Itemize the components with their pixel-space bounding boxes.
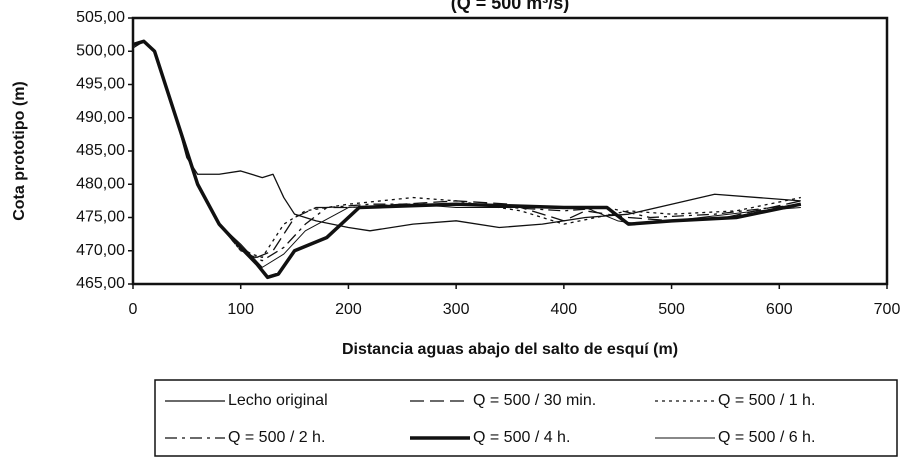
- plot-frame: [131, 16, 889, 286]
- chart-title: (Q = 500 m³/s): [451, 0, 570, 13]
- x-tick-label: 400: [551, 301, 578, 318]
- y-tick-label: 500,00: [76, 42, 125, 59]
- y-tick-label: 495,00: [76, 76, 125, 93]
- legend-box: [154, 379, 898, 457]
- y-tick-label: 490,00: [76, 109, 125, 126]
- series-line: [132, 40, 801, 259]
- legend-label: Q = 500 / 4 h.: [473, 429, 570, 446]
- series-line: [132, 40, 801, 262]
- y-axis-label: Cota prototipo (m): [11, 81, 28, 221]
- x-tick-label: 100: [227, 301, 254, 318]
- series-line: [132, 40, 801, 232]
- x-tick-label: 600: [766, 301, 793, 318]
- y-tick-label: 475,00: [76, 209, 125, 226]
- y-tick-label: 480,00: [76, 175, 125, 192]
- legend-label: Q = 500 / 1 h.: [718, 392, 815, 409]
- legend-label: Q = 500 / 2 h.: [228, 429, 325, 446]
- series-line: [132, 40, 801, 259]
- x-tick-label: 300: [443, 301, 470, 318]
- x-tick-label: 700: [874, 301, 901, 318]
- x-tick-label: 200: [335, 301, 362, 318]
- y-tick-label: 470,00: [76, 242, 125, 259]
- y-tick-label: 505,00: [76, 9, 125, 26]
- legend-label: Lecho original: [228, 392, 328, 409]
- x-axis-label: Distancia aguas abajo del salto de esquí…: [342, 341, 678, 358]
- series-line: [132, 40, 801, 268]
- x-tick-label: 500: [658, 301, 685, 318]
- legend-label: Q = 500 / 6 h.: [718, 429, 815, 446]
- x-tick-label: 0: [129, 301, 138, 318]
- legend-label: Q = 500 / 30 min.: [473, 392, 596, 409]
- y-tick-label: 465,00: [76, 275, 125, 292]
- y-tick-label: 485,00: [76, 142, 125, 159]
